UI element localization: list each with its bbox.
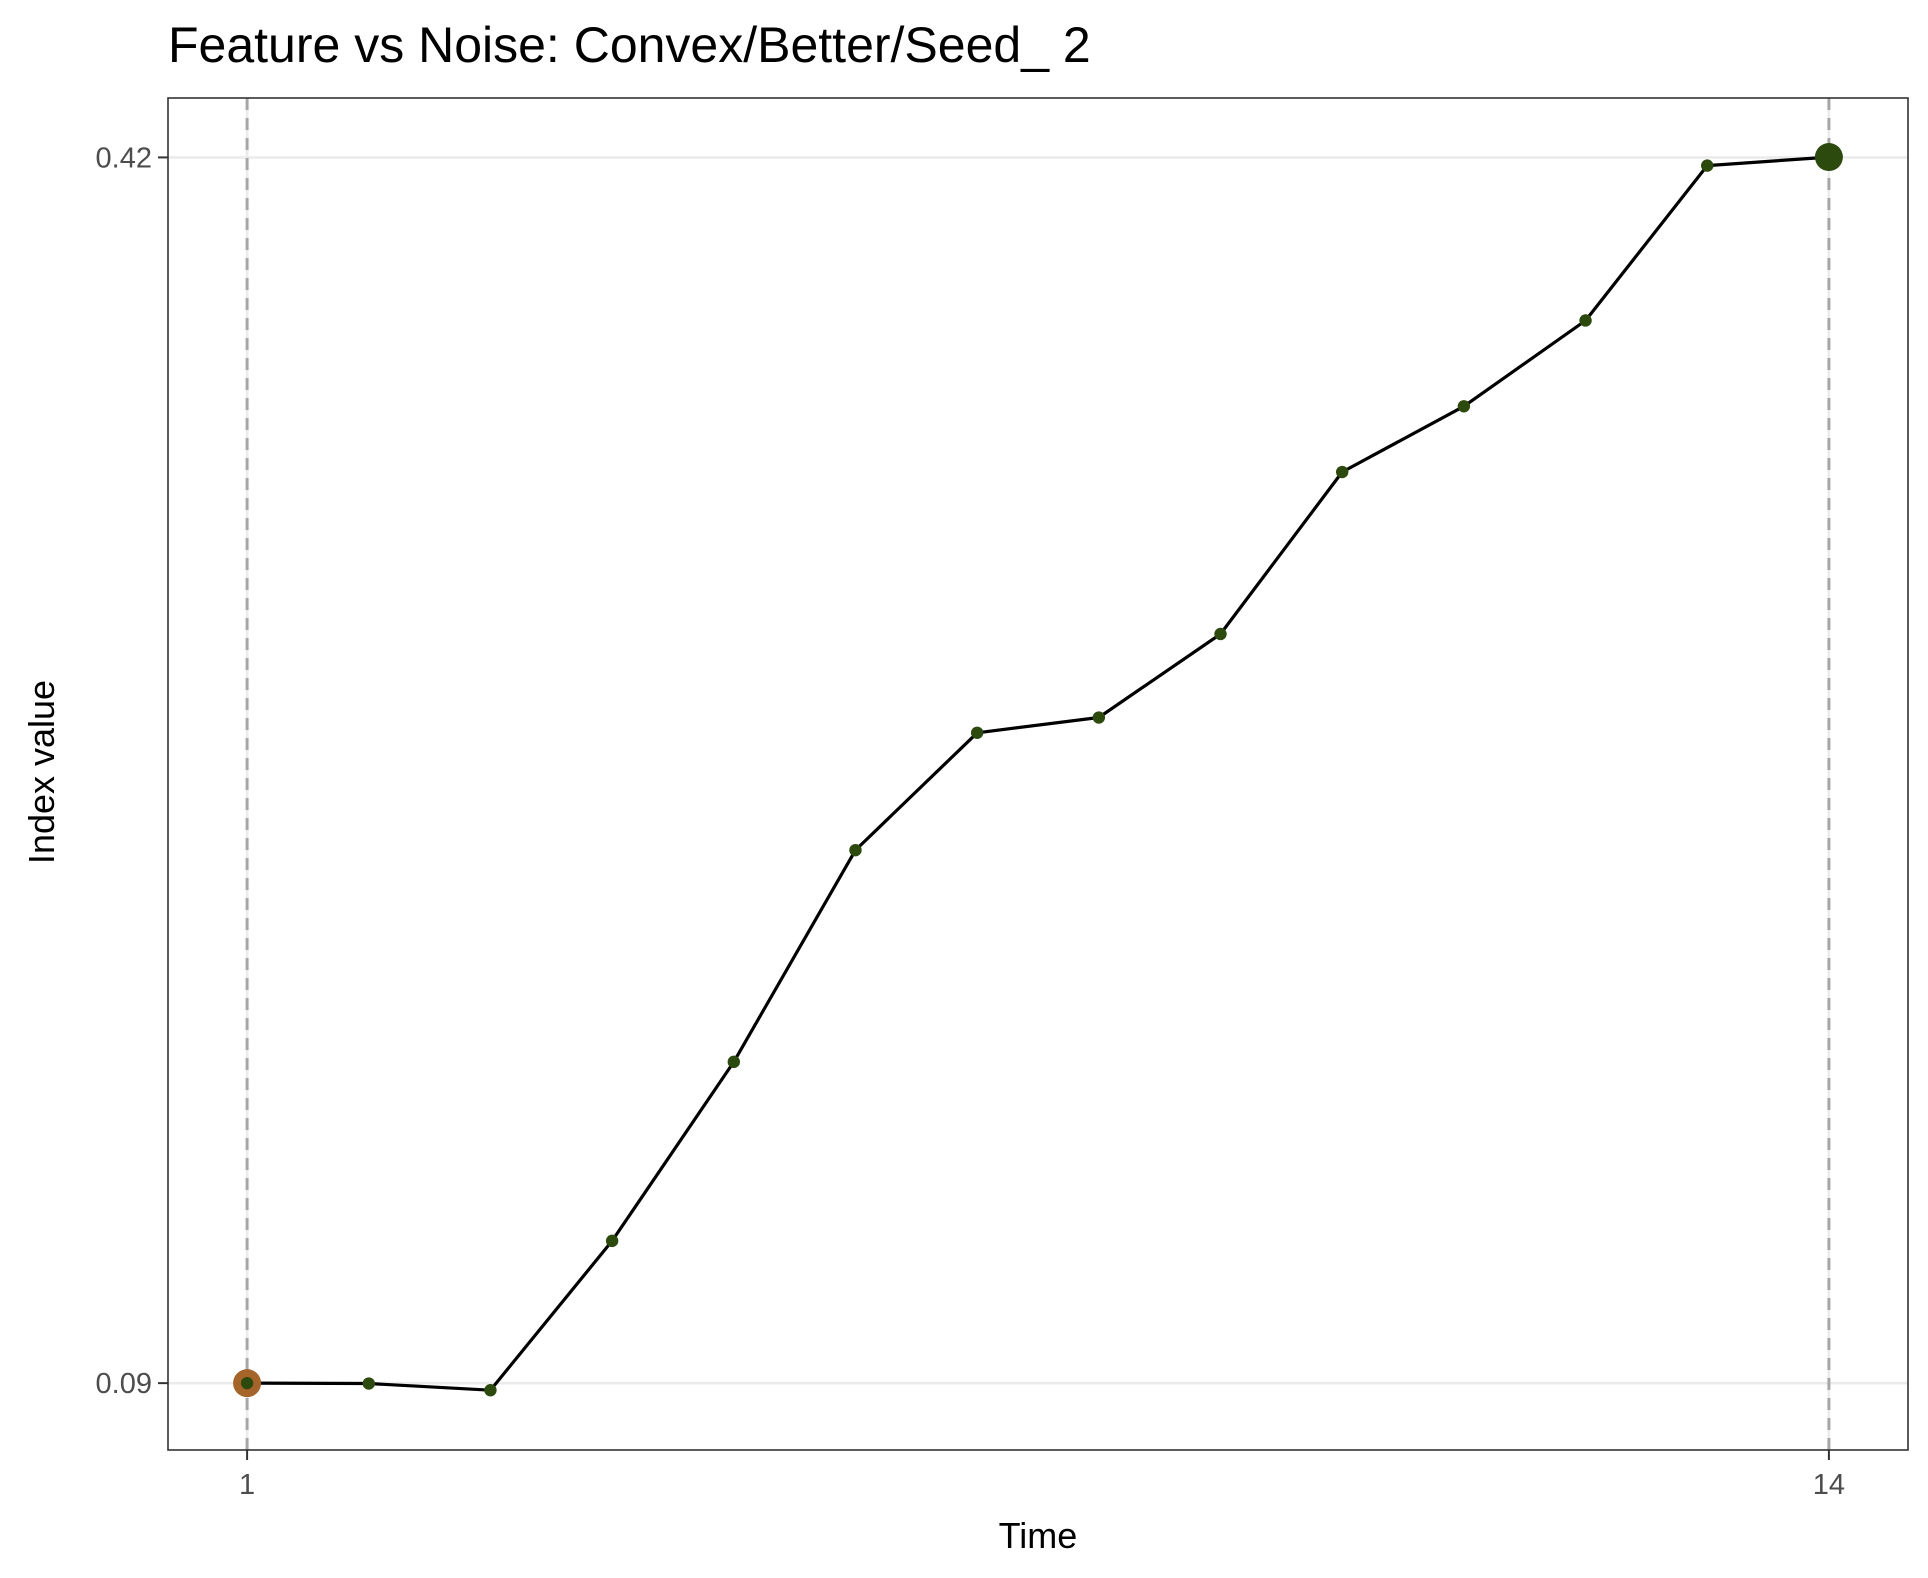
x-axis: 1 14 — [239, 1450, 1845, 1501]
data-point — [605, 1234, 619, 1248]
y-axis: 0.09 0.42 — [96, 142, 168, 1400]
data-point — [484, 1384, 497, 1397]
x-axis-title: Time — [999, 1515, 1078, 1556]
y-axis-title: Index value — [21, 680, 62, 864]
y-tick-label: 0.09 — [96, 1368, 152, 1400]
grid-layer — [168, 98, 1908, 1450]
series-layer — [247, 155, 1830, 1392]
panel-border — [167, 97, 1909, 1451]
data-point — [1457, 400, 1471, 413]
data-point — [1092, 711, 1106, 724]
chart-title: Feature vs Noise: Convex/Better/Seed_ 2 — [168, 17, 1091, 73]
data-point — [727, 1055, 741, 1069]
data-point — [1214, 627, 1227, 641]
data-point — [970, 726, 984, 739]
data-point — [1579, 314, 1592, 327]
data-point — [1335, 465, 1349, 479]
series-line — [247, 155, 1830, 1392]
data-point — [1701, 159, 1714, 172]
data-point — [849, 843, 862, 857]
x-tick-label: 1 — [239, 1469, 255, 1501]
points-layer — [233, 143, 1843, 1398]
data-point — [240, 1376, 254, 1390]
data-point — [1822, 150, 1836, 164]
reference-lines — [245, 98, 1831, 1450]
data-point — [362, 1377, 375, 1390]
x-tick-label: 14 — [1813, 1469, 1845, 1501]
y-tick-label: 0.42 — [96, 142, 152, 174]
